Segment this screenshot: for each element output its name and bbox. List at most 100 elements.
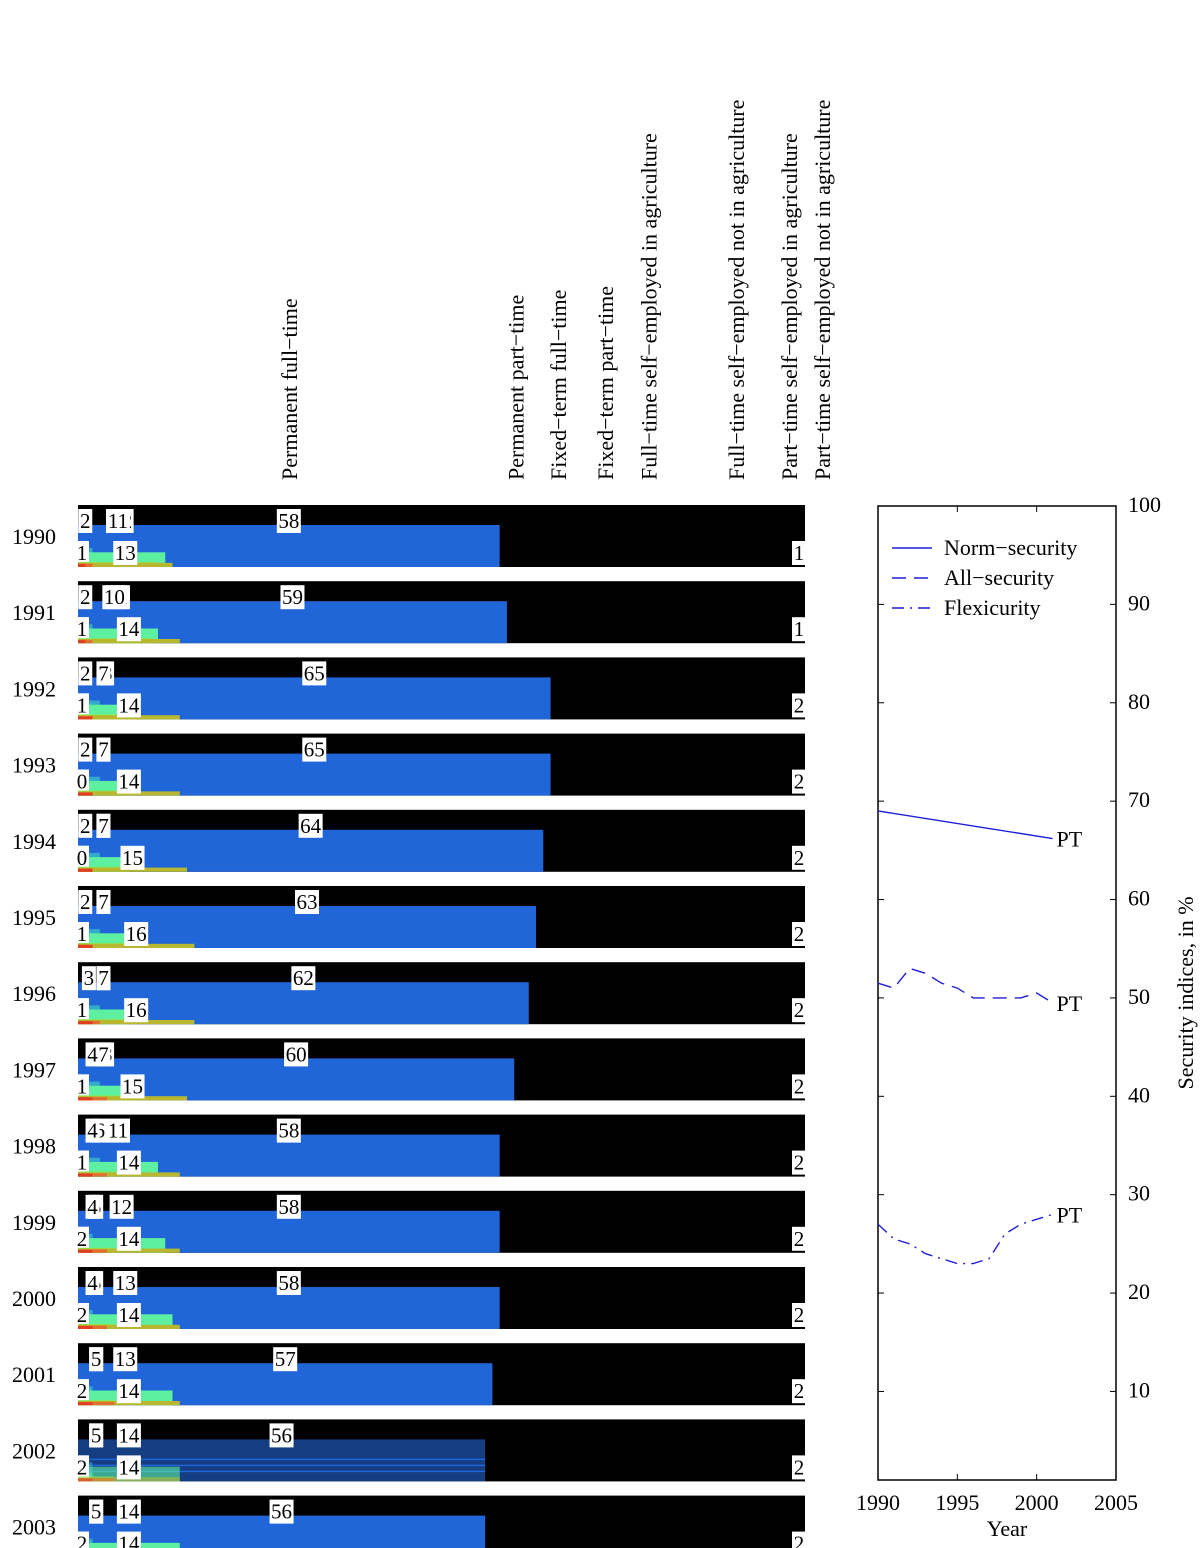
value-label-bg <box>75 845 89 870</box>
value-label: 4 <box>85 1042 100 1067</box>
value-label-bg <box>96 890 111 914</box>
value-label-text: 2 <box>794 1074 805 1098</box>
value-label: 4 <box>85 1118 100 1143</box>
value-label-bg <box>792 922 806 946</box>
value-label-text: 1 <box>77 693 88 717</box>
value-label-bg <box>116 1499 141 1524</box>
y-axis-label: Security indices, in % <box>1173 896 1198 1089</box>
value-label: 2 <box>78 737 93 762</box>
value-label: 2 <box>792 1379 806 1404</box>
value-label: 63 <box>295 890 320 914</box>
value-label-text: 10 <box>104 585 125 609</box>
value-label-text: 2 <box>794 998 805 1022</box>
value-label-bg <box>116 1303 141 1327</box>
value-label-bg <box>291 966 316 991</box>
value-label-bg <box>273 1347 298 1372</box>
value-label: 58 <box>276 1194 301 1219</box>
bar-segment <box>78 868 93 872</box>
value-label-text: 14 <box>118 1227 140 1251</box>
bar-row-2000: 200058213251442 <box>12 1267 806 1329</box>
value-label: 1 <box>75 617 89 642</box>
value-label-text: 4 <box>87 1119 98 1143</box>
value-label: 14 <box>116 693 141 718</box>
value-label: 14 <box>116 1423 141 1448</box>
value-label-text: 11 <box>108 1119 128 1143</box>
value-label-text: 56 <box>271 1500 292 1524</box>
value-label-text: 58 <box>278 1119 299 1143</box>
value-label-text: 58 <box>278 1271 299 1295</box>
value-label-bg <box>124 998 149 1023</box>
bar-row-1996: 19966237171632 <box>12 962 806 1025</box>
value-label-text: 1 <box>77 922 88 946</box>
value-label: 7 <box>96 737 111 762</box>
bar-row-1994: 19946437071522 <box>12 809 806 872</box>
value-label-bg <box>276 509 301 533</box>
bar-segment <box>78 1478 93 1482</box>
value-label-bg <box>302 661 327 686</box>
category-label-2: Permanent part−time <box>503 295 528 480</box>
bar-segment <box>78 716 93 720</box>
value-label-text: 7 <box>98 661 109 685</box>
value-label-bg <box>105 1118 130 1143</box>
bar-row-1991: 1991592111101421 <box>12 581 806 644</box>
value-label-bg <box>78 661 93 686</box>
value-label: 15 <box>120 1074 145 1099</box>
value-label-bg <box>298 813 323 838</box>
value-label: 12 <box>109 1194 134 1219</box>
value-label-bg <box>78 737 93 762</box>
bar-segment <box>78 1097 93 1101</box>
value-label: 7 <box>96 661 111 686</box>
value-label: 58 <box>276 1271 301 1295</box>
value-label: 64 <box>298 813 323 838</box>
value-label-bg <box>284 1042 309 1067</box>
value-label-text: 1 <box>77 1074 88 1098</box>
value-label-text: 2 <box>794 1455 805 1479</box>
value-label: 2 <box>792 998 806 1023</box>
value-label: 14 <box>116 1379 141 1404</box>
value-label: 2 <box>792 1455 806 1480</box>
value-label-bg <box>116 1455 141 1480</box>
value-label: 2 <box>75 1303 89 1327</box>
value-label-bg <box>792 1226 806 1251</box>
year-label: 1994 <box>12 829 56 854</box>
value-label-bg <box>85 1271 100 1295</box>
value-label-text: 2 <box>794 1379 805 1403</box>
value-label-text: 2 <box>80 814 91 838</box>
value-label-bg <box>280 585 305 610</box>
value-label-bg <box>78 813 93 838</box>
value-label: 14 <box>116 1303 141 1327</box>
value-label-bg <box>792 693 806 718</box>
y-tick-label: 30 <box>1128 1181 1150 1206</box>
value-label-text: 64 <box>300 814 322 838</box>
value-label: 57 <box>273 1347 298 1372</box>
year-label: 1991 <box>12 600 56 625</box>
value-label-bg <box>96 813 111 838</box>
value-label: 14 <box>116 617 141 642</box>
value-label-bg <box>116 769 141 794</box>
value-label: 10 <box>102 585 127 610</box>
value-label: 2 <box>78 813 93 838</box>
bar-row-1999: 199958212251442 <box>12 1190 806 1253</box>
value-label: 2 <box>792 693 806 718</box>
category-label-5: Full−time self−employed in agriculture <box>637 133 662 480</box>
value-label-bg <box>792 1074 806 1099</box>
value-label-text: 2 <box>794 1151 805 1175</box>
value-label: 13 <box>113 1271 138 1295</box>
value-label: 14 <box>116 1499 141 1524</box>
value-label-text: 2 <box>794 770 805 794</box>
value-label-text: 63 <box>297 890 318 914</box>
value-label: 1 <box>75 922 89 946</box>
y-tick-label: 40 <box>1128 1082 1150 1107</box>
value-label-bg <box>81 966 96 991</box>
line-chart-frame <box>877 505 1117 1481</box>
value-label-bg <box>105 509 130 533</box>
bar-row-1998: 199858311161442 <box>12 1114 806 1177</box>
value-label-text: 2 <box>80 509 91 533</box>
value-label: 1 <box>792 617 806 642</box>
x-tick-label: 2005 <box>1094 1490 1138 1515</box>
value-label-bg <box>792 1303 806 1327</box>
value-label-bg <box>75 1379 89 1404</box>
value-label-bg <box>792 1379 806 1404</box>
value-label-bg <box>96 1042 111 1067</box>
legend-label: Norm−security <box>944 535 1077 560</box>
